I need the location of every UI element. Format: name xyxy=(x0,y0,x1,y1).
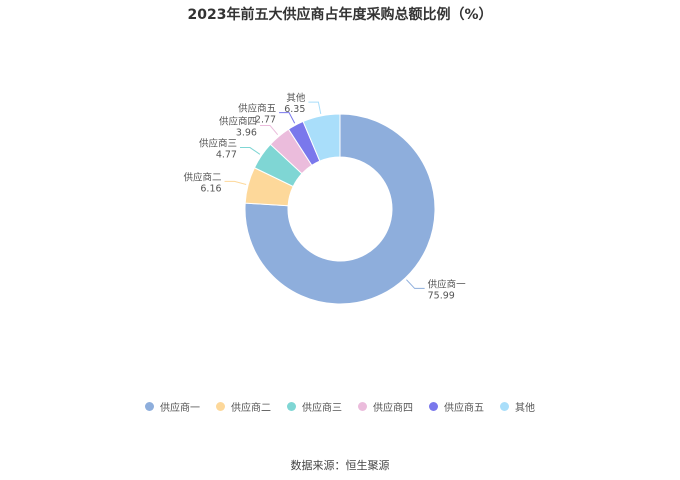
legend-marker-icon xyxy=(145,402,154,411)
slice-name-label-6: 其他 xyxy=(286,92,306,104)
slice-name-label-3: 供应商三 xyxy=(199,138,237,150)
slice-value-label-6: 6.35 xyxy=(284,104,305,115)
leader-line-1 xyxy=(406,279,425,289)
legend-item-4[interactable]: 供应商四 xyxy=(358,399,413,414)
legend-marker-icon xyxy=(358,402,367,411)
legend-item-2[interactable]: 供应商二 xyxy=(216,399,271,414)
slice-6[interactable] xyxy=(302,113,341,162)
legend-label: 供应商四 xyxy=(373,403,413,414)
slice-1[interactable] xyxy=(244,113,436,305)
legend-marker-icon xyxy=(216,402,225,411)
leader-line-6 xyxy=(308,101,322,115)
legend-label: 供应商五 xyxy=(444,403,484,414)
data-source: 数据来源：恒生聚源 xyxy=(290,459,390,472)
slice-value-label-3: 4.77 xyxy=(216,150,237,161)
legend-marker-icon xyxy=(429,402,438,411)
legend-label: 供应商三 xyxy=(302,403,342,414)
legend-marker-icon xyxy=(287,402,296,411)
slice-name-label-1: 供应商一 xyxy=(428,278,467,290)
legend-label: 供应商一 xyxy=(160,403,200,414)
legend-label: 其他 xyxy=(515,403,535,414)
slice-name-label-4: 供应商四 xyxy=(219,115,257,127)
slice-value-label-2: 6.16 xyxy=(200,183,221,194)
slice-value-label-1: 75.99 xyxy=(428,290,455,301)
slices-layer xyxy=(244,113,436,305)
leader-line-3 xyxy=(239,147,261,155)
legend-marker-icon xyxy=(500,402,509,411)
leader-line-2 xyxy=(224,180,247,185)
legend-item-5[interactable]: 供应商五 xyxy=(429,399,484,414)
legend-item-6[interactable]: 其他 xyxy=(500,399,535,414)
legend-label: 供应商二 xyxy=(231,403,271,414)
slice-value-label-5: 2.77 xyxy=(255,115,276,126)
chart-title: 2023年前五大供应商占年度采购总额比例（%） xyxy=(187,7,493,23)
legend-item-3[interactable]: 供应商三 xyxy=(287,399,342,414)
slice-value-label-4: 3.96 xyxy=(236,127,257,138)
slice-name-label-5: 供应商五 xyxy=(238,103,276,115)
leader-line-4 xyxy=(259,124,279,135)
legend-item-1[interactable]: 供应商一 xyxy=(145,399,200,414)
leader-line-5 xyxy=(279,112,296,124)
legend: 供应商一 供应商二 供应商三 供应商四 供应商五 其他 xyxy=(0,399,680,414)
slice-name-label-2: 供应商二 xyxy=(184,171,222,183)
